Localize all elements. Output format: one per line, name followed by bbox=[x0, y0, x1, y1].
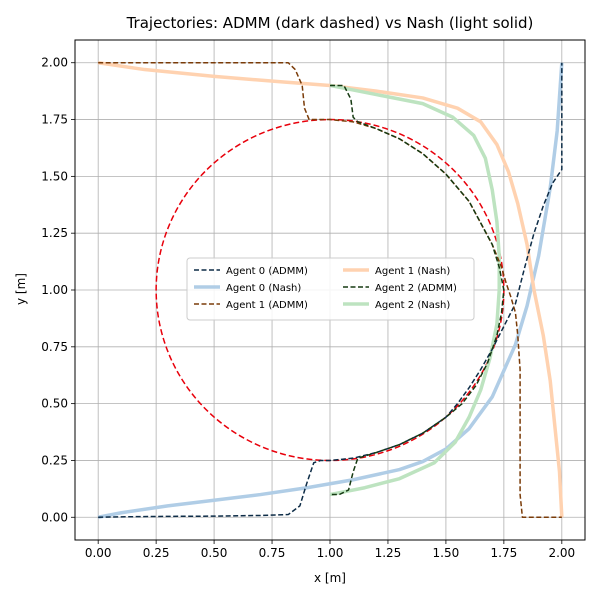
x-tick-label: 2.00 bbox=[548, 546, 575, 560]
x-axis-ticks: 0.00 0.25 0.50 0.75 1.00 1.25 1.50 1.75 2.00 bbox=[85, 540, 575, 560]
x-axis-label: x [m] bbox=[314, 571, 346, 585]
series-line-agent-1-nash bbox=[97, 60, 564, 518]
x-tick-label: 1.75 bbox=[491, 546, 518, 560]
plot-area bbox=[97, 60, 564, 519]
legend-box bbox=[186, 257, 475, 321]
x-tick-label: 0.25 bbox=[143, 546, 170, 560]
series-line-agent-0-admm bbox=[98, 62, 563, 519]
legend-label: Agent 2 (ADMM) bbox=[375, 283, 457, 294]
legend-label: Agent 0 (Nash) bbox=[226, 283, 301, 294]
series-line-agent-0-nash bbox=[97, 62, 564, 519]
x-tick-label: 0.50 bbox=[201, 546, 228, 560]
y-tick-label: 1.75 bbox=[41, 113, 68, 127]
x-tick-label: 1.00 bbox=[317, 546, 344, 560]
series-line-agent-2-admm bbox=[330, 84, 505, 496]
legend-label: Agent 2 (Nash) bbox=[375, 300, 450, 311]
legend: Agent 0 (ADMM) Agent 0 (Nash) Agent 1 (ADM… bbox=[186, 257, 475, 321]
x-tick-label: 0.00 bbox=[85, 546, 112, 560]
legend-label: Agent 1 (ADMM) bbox=[226, 300, 308, 311]
y-tick-label: 0.50 bbox=[41, 397, 68, 411]
series-line-agent-2-nash bbox=[329, 83, 501, 497]
y-axis-ticks: 0.00 0.25 0.50 0.75 1.00 1.25 1.50 1.75 2.00 bbox=[41, 56, 75, 524]
chart-title: Trajectories: ADMM (dark dashed) vs Nash… bbox=[126, 14, 534, 32]
y-tick-label: 1.25 bbox=[41, 226, 68, 240]
y-tick-label: 0.75 bbox=[41, 340, 68, 354]
legend-label: Agent 1 (Nash) bbox=[375, 266, 450, 277]
y-tick-label: 1.00 bbox=[41, 283, 68, 297]
y-axis-label: y [m] bbox=[14, 273, 28, 305]
y-tick-label: 0.25 bbox=[41, 453, 68, 467]
x-tick-label: 0.75 bbox=[259, 546, 286, 560]
x-tick-label: 1.25 bbox=[375, 546, 402, 560]
legend-label: Agent 0 (ADMM) bbox=[226, 266, 308, 277]
y-tick-label: 0.00 bbox=[41, 510, 68, 524]
y-tick-label: 2.00 bbox=[41, 56, 68, 70]
y-tick-label: 1.50 bbox=[41, 169, 68, 183]
x-tick-label: 1.50 bbox=[433, 546, 460, 560]
